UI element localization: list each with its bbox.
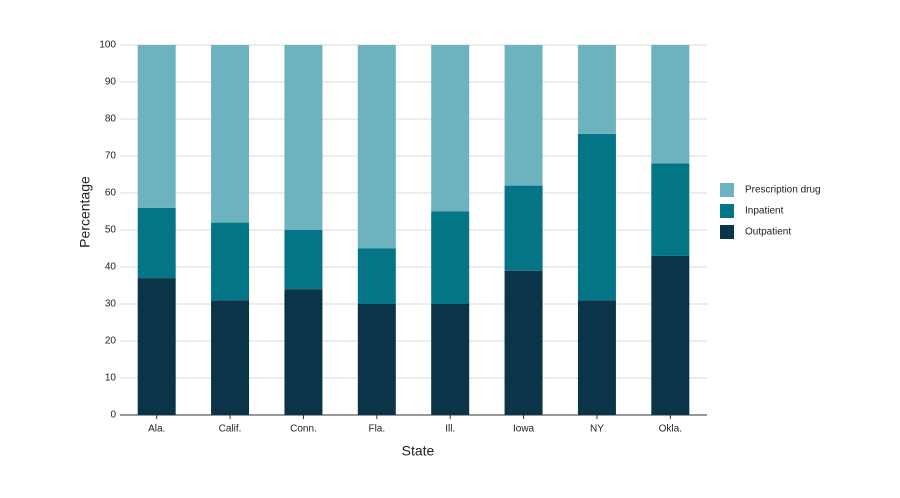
- bar-segment: [357, 248, 396, 304]
- bar-segment: [431, 211, 470, 304]
- bar-segment: [651, 255, 690, 415]
- y-tick-label: 40: [105, 262, 117, 273]
- legend-label: Outpatient: [745, 227, 791, 238]
- bar-segment: [211, 222, 250, 301]
- x-tick-label: NY: [590, 424, 604, 435]
- x-tick-label: Calif.: [219, 424, 242, 435]
- bar-segment: [137, 207, 176, 279]
- bar-segment: [651, 45, 690, 164]
- legend-label: Inpatient: [745, 206, 784, 217]
- x-tick-label: Okla.: [659, 424, 682, 435]
- bar-segment: [137, 45, 176, 208]
- bar-segment: [357, 45, 396, 249]
- x-tick-label: Fla.: [368, 424, 385, 435]
- bar-segment: [577, 300, 616, 415]
- bar-segment: [284, 45, 323, 230]
- legend-swatch: [720, 183, 734, 197]
- y-tick-label: 30: [105, 299, 117, 310]
- legend-swatch: [720, 204, 734, 218]
- y-tick-label: 0: [110, 410, 116, 421]
- y-tick-label: 90: [105, 77, 117, 88]
- bar-segment: [137, 278, 176, 415]
- legend-label: Prescription drug: [745, 185, 821, 196]
- bar-segment: [431, 304, 470, 415]
- y-tick-label: 20: [105, 336, 117, 347]
- bar-segment: [357, 304, 396, 415]
- bar-segment: [431, 45, 470, 212]
- bar-segment: [211, 45, 250, 223]
- x-tick-label: Conn.: [290, 424, 317, 435]
- y-tick-label: 70: [105, 151, 117, 162]
- bar-segment: [504, 270, 543, 415]
- bar-segment: [284, 230, 323, 290]
- bar-segment: [651, 163, 690, 256]
- y-tick-label: 10: [105, 373, 117, 384]
- bar-segment: [504, 185, 543, 271]
- legend-swatch: [720, 225, 734, 239]
- bar-segment: [504, 45, 543, 186]
- y-tick-label: 50: [105, 225, 117, 236]
- bar-segment: [577, 45, 616, 134]
- y-tick-label: 80: [105, 114, 117, 125]
- bar-segment: [284, 289, 323, 415]
- bar-segment: [577, 133, 616, 301]
- y-tick-label: 60: [105, 188, 117, 199]
- x-tick-label: Iowa: [513, 424, 535, 435]
- y-tick-label: 100: [99, 40, 116, 51]
- x-tick-label: Ala.: [148, 424, 165, 435]
- bar-segment: [211, 300, 250, 415]
- y-axis-title: Percentage: [77, 176, 93, 248]
- x-axis-title: State: [402, 443, 435, 459]
- x-tick-label: Ill.: [445, 424, 455, 435]
